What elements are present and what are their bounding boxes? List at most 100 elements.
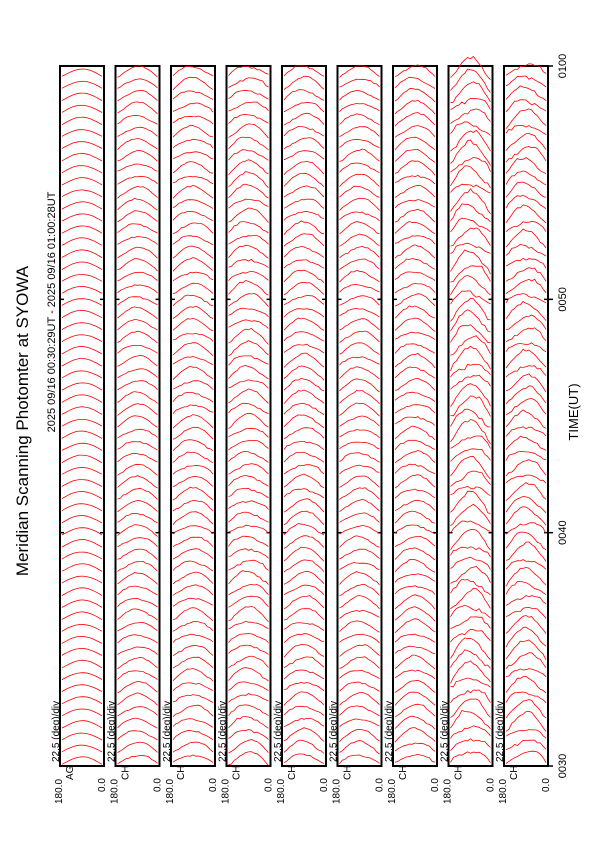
scan-trace: [228, 595, 269, 608]
ytick-top-label: 180.0: [165, 779, 176, 804]
scan-trace: [61, 334, 103, 342]
scan-trace: [117, 138, 158, 150]
scan-trace: [172, 486, 214, 501]
scan-trace: [505, 300, 547, 321]
scan-trace: [339, 583, 380, 597]
scan-trace: [394, 633, 436, 643]
scan-trace: [339, 415, 380, 427]
scan-trace: [283, 352, 325, 368]
scan-trace: [228, 235, 269, 245]
scan-trace: [505, 220, 547, 233]
scan-trace: [172, 656, 214, 669]
scan-trace: [339, 633, 380, 644]
scan-trace: [228, 450, 269, 463]
scan-trace: [394, 488, 436, 499]
scan-trace: [61, 249, 103, 258]
scan-trace: [394, 64, 436, 78]
scan-trace: [117, 608, 158, 621]
scan-trace: [339, 595, 380, 610]
scan-trace: [339, 728, 380, 742]
scan-trace: [172, 151, 214, 160]
scan-trace: [505, 75, 547, 88]
scan-trace: [450, 265, 491, 283]
scan-trace: [450, 108, 491, 124]
scan-trace: [339, 402, 380, 417]
scan-trace: [450, 490, 491, 515]
scan-trace: [339, 441, 380, 450]
scan-trace: [228, 388, 269, 404]
scan-trace: [505, 99, 547, 113]
scan-trace: [283, 739, 325, 754]
panel-channel-label: CH: [121, 766, 132, 780]
scan-trace: [117, 258, 158, 272]
panel-scale-label: 22.5 (deg)/div: [495, 701, 506, 762]
scan-trace: [394, 352, 436, 369]
ytick-top-label: 180.0: [443, 779, 454, 804]
scan-trace: [228, 364, 269, 380]
scan-trace: [61, 599, 103, 608]
scan-trace: [61, 80, 103, 89]
scan-trace: [339, 739, 380, 755]
scan-trace: [117, 670, 158, 680]
scan-trace: [172, 633, 214, 643]
scan-trace: [505, 675, 547, 694]
chart-subtitle: 2025 09/16 00:30:29UT - 2025 09/16 01:00…: [46, 191, 58, 432]
scan-trace: [450, 203, 491, 223]
scan-trace: [283, 377, 325, 392]
scan-trace: [283, 427, 325, 440]
scan-trace: [283, 282, 325, 296]
scan-trace: [394, 343, 436, 354]
scan-trace: [339, 535, 380, 548]
scan-trace: [505, 314, 547, 331]
scan-trace: [450, 604, 491, 619]
scan-trace: [394, 244, 436, 259]
ytick-bottom-label: 0.0: [153, 778, 164, 792]
scan-trace: [117, 306, 158, 320]
scan-trace: [339, 452, 380, 463]
scan-trace: [283, 89, 325, 101]
scan-trace: [394, 727, 436, 743]
ytick-bottom-label: 0.0: [319, 778, 330, 792]
scan-trace: [117, 512, 158, 524]
scan-trace: [283, 656, 325, 668]
scan-trace: [61, 309, 103, 319]
scan-trace: [117, 89, 158, 102]
scan-trace: [228, 693, 269, 703]
ytick-top-label: 180.0: [387, 779, 398, 804]
scan-trace: [394, 136, 436, 151]
scan-trace: [505, 691, 547, 703]
scan-trace: [61, 756, 103, 765]
scan-trace: [339, 258, 380, 270]
scan-trace: [394, 669, 436, 680]
scan-trace: [394, 425, 436, 441]
scan-trace: [228, 65, 269, 76]
scan-trace: [394, 535, 436, 547]
scan-trace: [117, 391, 158, 404]
scan-trace: [505, 699, 547, 719]
time-tick-label: 0040: [557, 520, 569, 544]
scan-trace: [283, 112, 325, 126]
scan-trace: [450, 435, 491, 449]
scan-trace: [505, 257, 547, 269]
scan-trace: [450, 242, 491, 255]
scan-trace: [172, 235, 214, 246]
scan-trace: [228, 716, 269, 729]
scan-trace: [450, 81, 491, 104]
scan-trace: [117, 634, 158, 644]
scan-trace: [61, 129, 103, 137]
scan-trace: [61, 539, 103, 548]
scan-trace: [505, 267, 547, 282]
scan-trace: [283, 269, 325, 283]
scan-trace: [117, 572, 158, 585]
scan-trace: [283, 669, 325, 680]
scan-trace: [117, 65, 158, 78]
scan-trace: [450, 217, 491, 233]
scan-trace: [117, 354, 158, 367]
scan-trace: [61, 141, 103, 149]
scan-trace: [61, 503, 103, 512]
scan-trace: [61, 648, 103, 656]
scan-trace: [228, 620, 269, 630]
scan-trace: [172, 730, 214, 741]
